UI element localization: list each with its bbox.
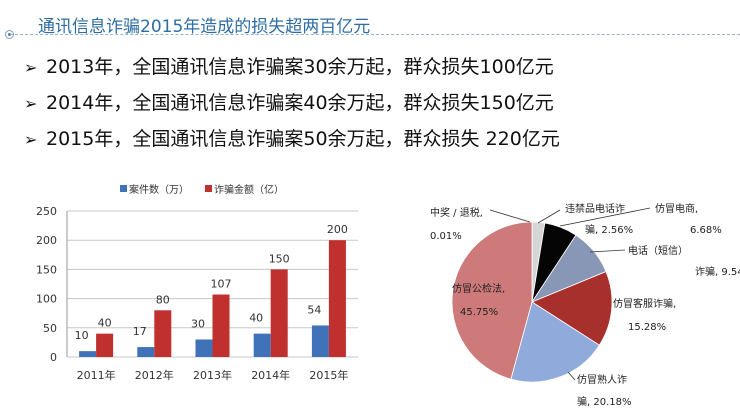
slice-label: 违禁品电话诈 bbox=[565, 202, 625, 215]
slice-value: 0.01% bbox=[430, 231, 462, 242]
pie-slice bbox=[510, 301, 600, 383]
slice-label: 仿冒熟人诈 bbox=[577, 373, 627, 386]
data-label: 40 bbox=[98, 317, 112, 330]
slice-value: 45.75% bbox=[460, 307, 498, 318]
bar bbox=[253, 333, 271, 357]
x-tick-label: 2012年 bbox=[135, 368, 174, 382]
bar bbox=[96, 333, 114, 357]
bullet-item: ➢ 2014年，全国通讯信息诈骗案40余万起，群众损失150亿元 bbox=[24, 88, 554, 115]
bar-chart: 0 50 100 150 200 250 2011年 10 40 2012年 17 80 2013年 30… bbox=[36, 183, 358, 382]
bullet-text: 2013年，全国通讯信息诈骗案30余万起，群众损失100亿元 bbox=[46, 56, 554, 78]
y-tick-label: 200 bbox=[36, 234, 57, 247]
arrow-right-icon: ➢ bbox=[24, 130, 38, 149]
slice-value: 骗, 20.18% bbox=[577, 395, 632, 408]
bar bbox=[79, 351, 97, 357]
bar bbox=[311, 325, 329, 357]
data-label: 150 bbox=[269, 252, 290, 265]
data-label: 17 bbox=[133, 325, 147, 338]
leader-line bbox=[559, 207, 651, 227]
y-tick-label: 100 bbox=[36, 293, 57, 306]
data-label: 40 bbox=[249, 312, 263, 325]
data-label: 30 bbox=[191, 317, 205, 330]
bar bbox=[195, 339, 213, 357]
pie-slice bbox=[531, 271, 613, 346]
bar bbox=[270, 269, 288, 357]
data-label: 107 bbox=[211, 278, 232, 291]
data-label: 10 bbox=[75, 329, 89, 342]
x-tick-label: 2013年 bbox=[193, 368, 232, 382]
leader-line bbox=[567, 371, 576, 381]
legend-label: 案件数（万） bbox=[129, 183, 189, 196]
slice-label: 仿冒公检法, bbox=[452, 282, 505, 295]
bullet-text: 2015年，全国通讯信息诈骗案50余万起，群众损失 220亿元 bbox=[46, 128, 560, 150]
slice-value: 15.28% bbox=[628, 322, 666, 333]
x-tick-label: 2011年 bbox=[77, 368, 116, 382]
bullet-item: ➢ 2015年，全国通讯信息诈骗案50余万起，群众损失 220亿元 bbox=[24, 124, 560, 151]
data-label: 54 bbox=[307, 303, 321, 316]
slice-label: 电话（短信） bbox=[628, 244, 688, 257]
data-label: 80 bbox=[156, 293, 170, 306]
y-tick-label: 0 bbox=[50, 351, 57, 364]
x-tick-label: 2015年 bbox=[309, 368, 348, 382]
data-label: 200 bbox=[327, 223, 348, 236]
bar bbox=[212, 294, 230, 357]
title-divider bbox=[10, 34, 740, 35]
slice-value: 诈骗, 9.54% bbox=[695, 265, 740, 278]
y-tick-label: 50 bbox=[43, 322, 57, 335]
arrow-right-icon: ➢ bbox=[24, 94, 38, 113]
bullet-text: 2014年，全国通讯信息诈骗案40余万起，群众损失150亿元 bbox=[46, 92, 554, 114]
bar bbox=[328, 240, 346, 357]
slice-label: 仿冒电商, bbox=[655, 202, 698, 215]
pie-slice bbox=[451, 221, 533, 380]
y-tick-label: 150 bbox=[36, 263, 57, 276]
slide-title: 通讯信息诈骗2015年造成的损失超两百亿元 bbox=[38, 17, 371, 37]
slice-label: 仿冒客服诈骗, bbox=[613, 297, 676, 310]
x-tick-label: 2014年 bbox=[251, 368, 290, 382]
legend-label: 诈骗金额（亿） bbox=[214, 183, 284, 196]
leader-line bbox=[589, 249, 626, 253]
arrow-right-icon: ➢ bbox=[24, 58, 38, 77]
slice-value: 骗, 2.56% bbox=[585, 223, 633, 236]
leader-line bbox=[537, 209, 561, 224]
slice-label: 中奖 / 退税, bbox=[430, 206, 483, 219]
bar bbox=[137, 347, 155, 357]
legend-swatch bbox=[120, 185, 127, 192]
leader-line bbox=[489, 209, 531, 223]
bullet-item: ➢ 2013年，全国通讯信息诈骗案30余万起，群众损失100亿元 bbox=[24, 52, 554, 79]
y-tick-label: 250 bbox=[36, 205, 57, 218]
legend-swatch bbox=[205, 185, 212, 192]
bar bbox=[154, 310, 172, 357]
slice-value: 6.68% bbox=[690, 225, 722, 236]
